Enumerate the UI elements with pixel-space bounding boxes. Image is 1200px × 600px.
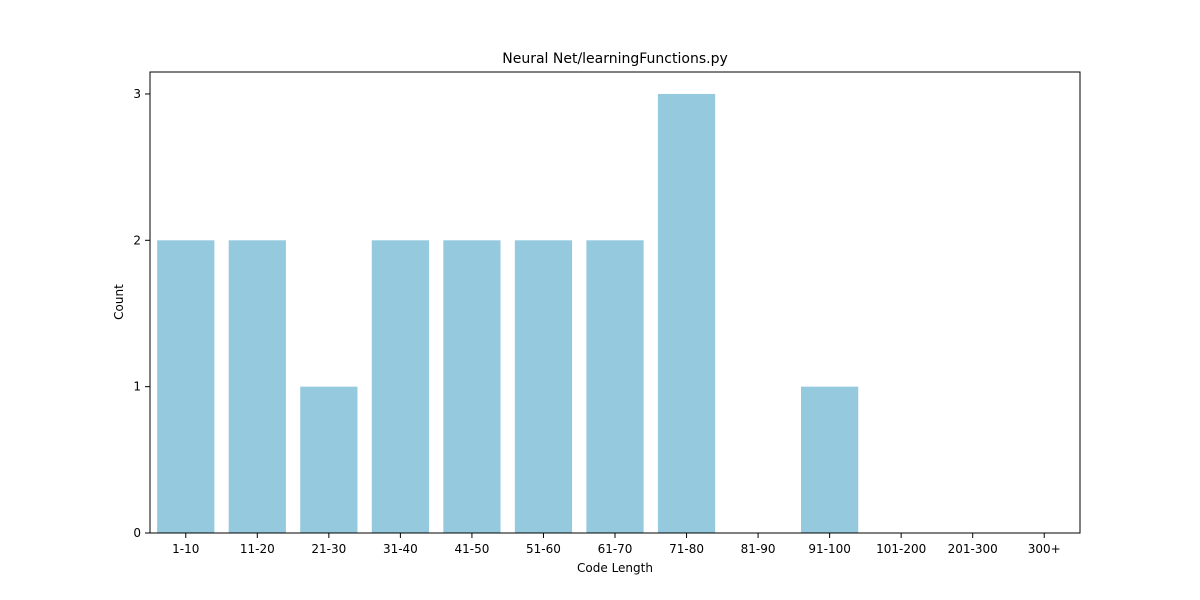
x-tick-label: 91-100 [808,542,851,556]
x-tick-label: 1-10 [172,542,199,556]
x-tick-label: 61-70 [598,542,633,556]
x-tick-label: 300+ [1028,542,1061,556]
x-axis-ticks: 1-10 11-20 21-30 31-40 41-50 51-60 61-70 71-80 8… [172,533,1061,556]
bar-61-70 [586,240,644,534]
bar-1-10 [157,240,215,534]
y-tick-label: 3 [133,87,141,101]
x-tick-label: 41-50 [454,542,489,556]
x-tick-label: 51-60 [526,542,561,556]
x-tick-label: 71-80 [669,542,704,556]
x-tick-label: 101-200 [876,542,926,556]
y-axis-label: Count [112,284,126,320]
y-tick-label: 1 [133,380,141,394]
x-tick-label: 81-90 [741,542,776,556]
bar-91-100 [801,386,859,533]
plot-frame [149,71,1081,534]
y-tick-label: 0 [133,526,141,540]
y-tick-label: 2 [133,233,141,247]
x-axis-label: Code Length [577,561,653,575]
x-tick-label: 31-40 [383,542,418,556]
bar-31-40 [371,240,429,534]
bars-layer [157,93,859,534]
bar-11-20 [228,240,286,534]
bar-21-30 [300,386,358,533]
y-axis-ticks: 0 1 2 3 [133,87,150,540]
bar-41-50 [443,240,501,534]
x-tick-label: 21-30 [311,542,346,556]
bar-51-60 [514,240,573,534]
x-tick-label: 201-300 [948,542,998,556]
x-tick-label: 11-20 [240,542,275,556]
chart-title: Neural Net/learningFunctions.py [502,51,728,67]
bar-71-80 [657,93,716,533]
